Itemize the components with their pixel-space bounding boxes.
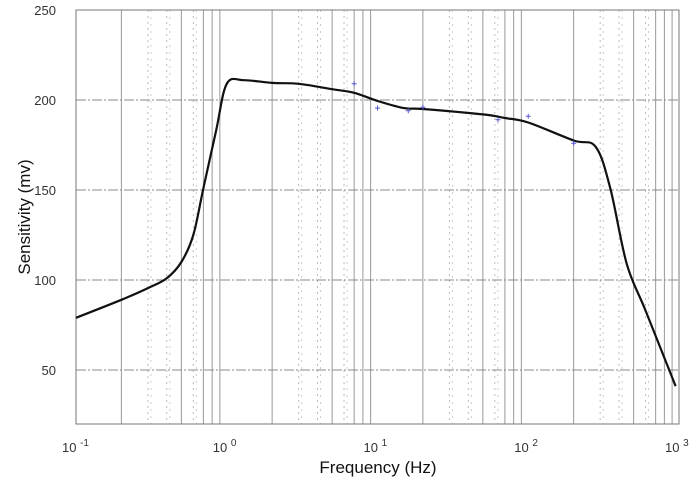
grid: [76, 10, 679, 424]
y-tick-label: 200: [34, 93, 56, 108]
y-axis-label: Sensitivity (mv): [15, 159, 34, 274]
x-tick-label: 10 -1: [62, 438, 89, 455]
y-tick-labels: 50 100 150 200 250: [34, 3, 56, 378]
y-tick-label: 250: [34, 3, 56, 18]
data-point-marker: [405, 108, 411, 114]
plot-frame: [75, 9, 680, 425]
y-tick-label: 50: [42, 363, 56, 378]
data-point-marker: [375, 105, 380, 111]
data-point-marker: [495, 117, 501, 123]
x-tick-label: 10 1: [364, 438, 388, 455]
sensitivity-curve: [75, 77, 677, 387]
x-tick-label: 10 2: [514, 438, 538, 455]
data-point-marker: [571, 140, 577, 146]
data-point-marker: [525, 113, 531, 119]
y-tick-label: 150: [34, 183, 56, 198]
x-axis-label: Frequency (Hz): [319, 458, 436, 477]
data-point-marker: [420, 104, 426, 110]
x-tick-labels: 10 -1 10 0 10 1 10 2 10 3: [62, 438, 689, 455]
data-markers: [351, 81, 577, 146]
y-tick-label: 100: [34, 273, 56, 288]
x-tick-label: 10 0: [213, 438, 237, 455]
data-point-marker: [351, 81, 357, 87]
x-tick-label: 10 3: [665, 438, 689, 455]
